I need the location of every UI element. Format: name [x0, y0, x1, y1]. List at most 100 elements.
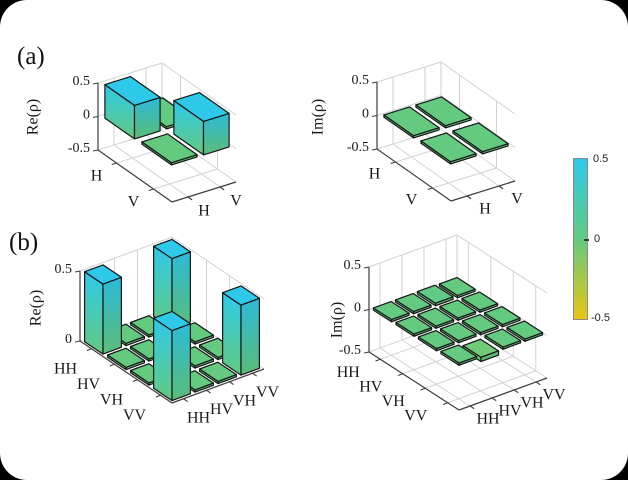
- bar-top: [395, 315, 433, 335]
- z-tick: [363, 266, 370, 269]
- panel-label-b: (b): [9, 229, 39, 256]
- bar-side-left: [153, 317, 173, 402]
- grid-line: [440, 61, 516, 115]
- bar-top: [461, 313, 499, 334]
- grid-line: [376, 95, 442, 116]
- grid-line: [79, 236, 173, 272]
- col-tick: [466, 195, 472, 200]
- z-tick-label: 0: [65, 332, 72, 347]
- col-tick: [229, 381, 234, 386]
- col-label: HV: [498, 403, 522, 420]
- col-tick: [183, 398, 188, 403]
- z-tick-label: 0: [362, 107, 369, 122]
- row-label: H: [91, 168, 103, 185]
- row-tick: [86, 348, 92, 351]
- col-label: V: [230, 193, 242, 210]
- bar-top: [83, 264, 123, 285]
- row-tick: [132, 379, 138, 382]
- colorbar-tick-min: -0.5: [591, 312, 610, 324]
- row-label: HV: [359, 378, 383, 395]
- bar-top: [420, 132, 477, 163]
- row-tick: [427, 187, 433, 191]
- z-tick-label: -0.5: [68, 141, 90, 156]
- z-tick-label: -0.5: [339, 343, 361, 358]
- grid-line: [153, 168, 218, 190]
- bar-top: [394, 292, 432, 313]
- col-tick: [206, 389, 211, 394]
- grid-line: [401, 339, 493, 399]
- bar-top: [199, 361, 237, 382]
- row-label: H: [369, 166, 381, 183]
- bar-side-right: [102, 276, 123, 355]
- row-label: V: [128, 194, 140, 211]
- grid-line: [392, 143, 468, 197]
- z-tick: [74, 270, 81, 273]
- row-axis: [368, 351, 460, 411]
- bar-top: [106, 347, 145, 368]
- grid-line: [97, 62, 163, 84]
- colorbar-tick-max: 0.5: [593, 153, 609, 165]
- bar-top: [415, 96, 472, 127]
- bar-top: [383, 106, 440, 137]
- bar-top: [141, 133, 198, 164]
- z-tick: [92, 149, 99, 152]
- grid-line: [425, 355, 514, 389]
- bar-top: [440, 344, 478, 364]
- bar-top: [153, 310, 191, 332]
- col-label: H: [198, 203, 210, 220]
- z-tick: [371, 114, 378, 118]
- bar-side-right: [171, 323, 191, 402]
- row-label: VH: [382, 393, 406, 410]
- col-label: V: [511, 191, 523, 208]
- grid-line: [171, 236, 265, 300]
- row-axis: [97, 149, 173, 203]
- z-tick: [363, 351, 370, 354]
- row-label: HV: [77, 376, 101, 393]
- grid-line: [379, 347, 471, 407]
- row-tick: [111, 162, 117, 166]
- col-axis: [171, 181, 237, 203]
- grid-line: [432, 167, 497, 189]
- bar-top: [484, 328, 522, 348]
- col-label: HV: [210, 401, 234, 418]
- colorbar-zero-tick: [584, 239, 589, 241]
- z-tick: [74, 340, 81, 343]
- z-tick: [371, 81, 378, 84]
- row-tick: [420, 387, 426, 391]
- row-tick: [397, 373, 403, 376]
- z-axis-title: Re(ρ): [25, 99, 42, 135]
- z-tick-label: 0: [354, 301, 361, 316]
- bar-top: [153, 238, 191, 260]
- bar-top: [438, 276, 476, 297]
- row-label: V: [406, 192, 418, 209]
- row-tick: [155, 394, 161, 398]
- row-tick: [109, 363, 115, 367]
- grid-line: [368, 234, 458, 268]
- col-label: VH: [520, 395, 544, 412]
- row-label: VH: [100, 391, 124, 408]
- bar-top: [372, 300, 410, 321]
- bar-top: [483, 305, 521, 326]
- row-axis: [376, 148, 452, 202]
- bar-top: [506, 320, 544, 340]
- z-tick-label: 0.5: [55, 262, 73, 277]
- row-axis: [79, 340, 173, 404]
- row-label: VV: [404, 407, 428, 424]
- col-tick: [491, 397, 497, 402]
- col-tick: [252, 372, 257, 377]
- z-axis-title: Im(ρ): [329, 302, 346, 338]
- bar-top: [104, 75, 161, 107]
- col-tick: [187, 196, 193, 201]
- grid-line: [456, 234, 548, 294]
- z-axis-title: Re(ρ): [28, 290, 45, 326]
- bar-top: [452, 122, 509, 153]
- colorbar-tick-zero: 0: [594, 233, 601, 245]
- col-axis: [450, 180, 516, 202]
- col-tick: [513, 389, 519, 394]
- row-tick: [375, 358, 381, 362]
- bar-top: [416, 284, 454, 304]
- col-label: HH: [476, 411, 500, 428]
